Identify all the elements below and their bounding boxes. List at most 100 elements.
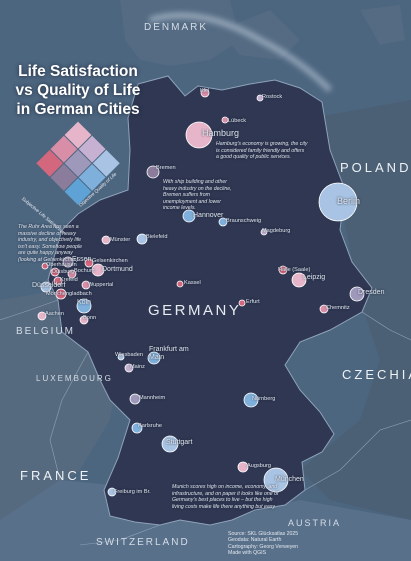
city-label-aachen: Aachen [45, 311, 64, 317]
country-label-belgium: BELGIUM [16, 326, 76, 337]
country-label-luxembourg: LUXEMBOURG [36, 374, 113, 383]
city-label-frankfurt: Frankfurt am Main [149, 346, 189, 361]
city-marker [81, 280, 91, 290]
city-label-erfurt: Erfurt [246, 299, 260, 305]
city-marker [260, 228, 268, 236]
city-label-kiel: Kiel [200, 88, 210, 94]
city-marker [349, 286, 365, 302]
legend-cell [78, 164, 106, 191]
city-marker [278, 265, 288, 275]
note-ruhr: The Ruhr Area has seen a massive decline… [18, 224, 83, 263]
city-marker [84, 258, 94, 268]
legend-cell [64, 121, 92, 149]
note-bremen: With ship building and other heavy indus… [163, 179, 232, 212]
city-label-mainz: Mainz [130, 364, 145, 370]
city-marker [53, 276, 63, 286]
legend-cell [36, 149, 64, 177]
city-label-halle: Halle (Saale) [278, 267, 311, 273]
city-marker [67, 269, 77, 279]
legend-cell [78, 135, 106, 163]
country-label-czechia: CZECHIA [342, 367, 411, 382]
legend-cell [50, 135, 78, 163]
city-label-oberhausen: Oberhausen [46, 262, 77, 268]
city-marker [91, 263, 105, 277]
source-line-1: Source: SKL Glücksatlas 2025 [228, 531, 299, 537]
city-marker [55, 288, 67, 300]
source-credits: Source: SKL Glücksatlas 2025 Geodata: Na… [228, 531, 298, 557]
city-label-magdeburg: Magdeburg [262, 228, 291, 234]
city-marker [101, 235, 111, 245]
legend-cell [50, 164, 78, 191]
city-label-augsburg: Augsburg [247, 463, 271, 469]
legend-cell [64, 178, 92, 206]
city-label-dresden: Dresden [358, 289, 385, 296]
legend-cell [92, 149, 120, 177]
country-label-poland: POLAND [340, 160, 411, 175]
city-label-bochum: Bochum [74, 268, 95, 274]
city-marker [200, 88, 210, 98]
country-label-switzerland: SWITZERLAND [96, 537, 190, 548]
city-marker [161, 435, 179, 453]
city-label-bremen: Bremen [156, 165, 176, 171]
city-label-muenchen: München [275, 476, 304, 483]
country-label-france: FRANCE [20, 468, 92, 483]
city-marker [37, 311, 47, 321]
city-marker [124, 363, 134, 373]
source-line-4: Made with QGIS [228, 550, 267, 557]
city-label-chemnitz: Chemnitz [326, 305, 350, 311]
city-marker [129, 393, 141, 405]
city-label-koeln: Köln [77, 299, 92, 306]
city-marker [218, 217, 228, 227]
city-marker [79, 315, 89, 325]
city-label-essen: Essen [72, 256, 92, 263]
city-marker [107, 487, 117, 497]
title-line-1: Life Satisfaction [18, 63, 138, 80]
city-label-kassel: Kassel [184, 280, 201, 286]
city-label-dortmund: Dortmund [102, 266, 133, 273]
city-label-duesseldorf: Düsseldorf [32, 282, 66, 289]
map-title: Life Satisfaction vs Quality of Life in … [8, 62, 148, 119]
city-label-hannover: Hannover [193, 212, 224, 219]
title-line-2: vs Quality of Life [15, 82, 141, 99]
city-label-wiesbaden: Wiesbaden [115, 352, 143, 358]
city-marker [263, 467, 289, 493]
city-label-luebeck: Lübeck [228, 118, 247, 124]
city-marker [243, 392, 259, 408]
city-label-stuttgart: Stuttgart [166, 439, 193, 446]
note-munich: Munich scores high on income, economy, a… [172, 484, 279, 510]
city-marker [318, 182, 358, 222]
city-label-leipzig: Leipzig [303, 274, 326, 281]
city-marker [136, 233, 148, 245]
city-marker [237, 461, 249, 473]
city-label-moenchengladbach: Mönchengladbach [46, 291, 92, 297]
city-label-wuppertal: Wuppertal [88, 282, 114, 288]
title-line-3: in German Cities [16, 101, 140, 118]
city-label-gelsenkirchen: Gelsenkirchen [92, 258, 128, 264]
city-label-muenster: Münster [110, 237, 131, 243]
city-marker [256, 94, 264, 102]
city-marker [291, 272, 307, 288]
city-marker [238, 299, 246, 307]
city-label-krefeld: Krefeld [60, 277, 78, 283]
city-label-bonn: Bonn [83, 315, 97, 321]
source-line-3: Cartography: Georg Verweyen [228, 543, 299, 550]
city-label-hamburg: Hamburg [202, 128, 240, 138]
city-marker [76, 298, 92, 314]
note-hamburg: Hamburg's economy is growing, the city i… [216, 141, 308, 161]
city-marker [146, 165, 160, 179]
bivariate-legend [36, 121, 120, 206]
city-label-bielefeld: Bielefeld [146, 234, 168, 240]
city-marker [147, 351, 161, 365]
city-label-mannheim: Mannheim [139, 395, 166, 401]
country-label-germany: GERMANY [148, 302, 242, 319]
city-marker [41, 262, 49, 270]
city-marker [117, 353, 125, 361]
city-marker [131, 422, 143, 434]
country-label-austria: AUSTRIA [288, 518, 342, 528]
city-label-karlsruhe: Karlsruhe [138, 423, 162, 429]
city-marker [319, 304, 329, 314]
city-marker [182, 209, 196, 223]
city-label-braunschweig: Braunschweig [226, 218, 262, 224]
city-marker [185, 121, 213, 149]
